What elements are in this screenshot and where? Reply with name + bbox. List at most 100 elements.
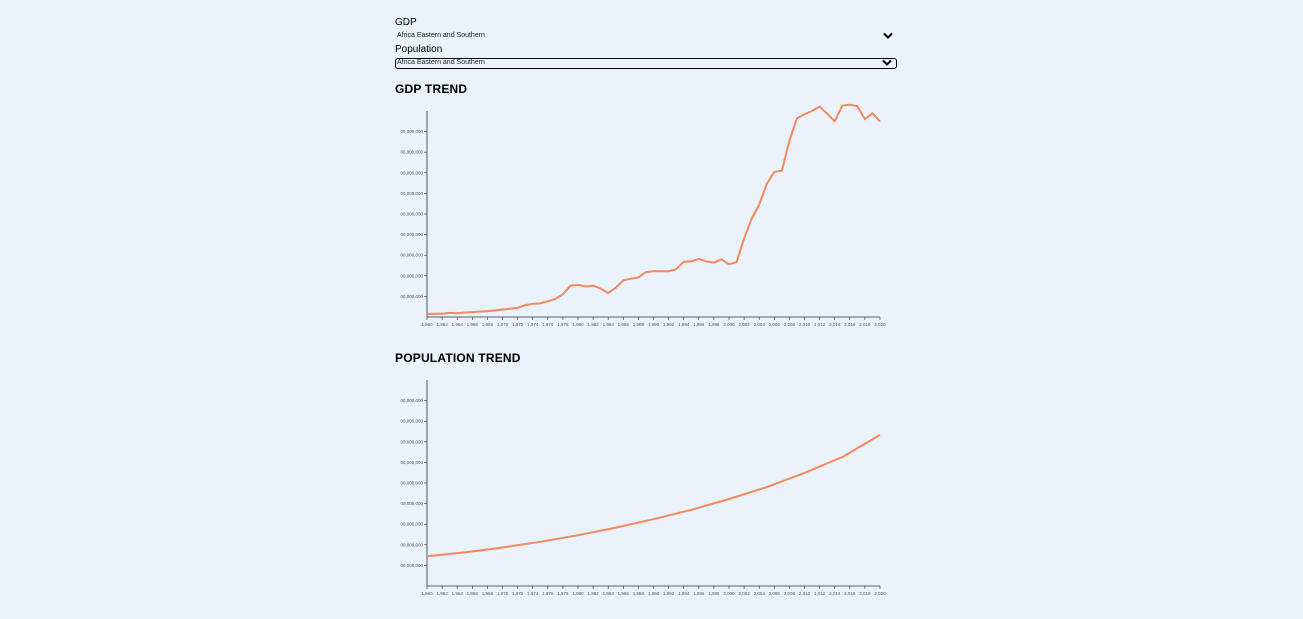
population-y-tick-label: 00,000,000 xyxy=(400,501,423,506)
population-x-tick-label: 1,996 xyxy=(693,591,705,596)
chevron-down-icon xyxy=(883,32,893,39)
population-x-tick-label: 1,962 xyxy=(436,591,448,596)
gdp-x-tick-label: 1,970 xyxy=(497,322,509,327)
gdp-data-point xyxy=(774,171,776,173)
population-x-tick-label: 2,020 xyxy=(874,591,886,596)
gdp-line-chart: 00,000,000 00,000,000 00,000,000 00,000,000… xyxy=(400,103,886,327)
gdp-country-select[interactable]: Africa Eastern and Southern xyxy=(395,31,897,42)
gdp-data-point xyxy=(600,288,602,290)
gdp-label: GDP xyxy=(395,17,417,28)
gdp-x-tick-label: 2,012 xyxy=(814,322,826,327)
gdp-data-point xyxy=(781,170,783,172)
gdp-data-point xyxy=(683,261,685,263)
gdp-data-point xyxy=(547,301,549,303)
population-data-point xyxy=(464,552,466,554)
chevron-down-icon xyxy=(882,59,892,66)
gdp-data-point xyxy=(585,286,587,288)
gdp-data-point xyxy=(721,259,723,261)
gdp-data-point xyxy=(524,304,526,306)
population-x-tick-label: 2,004 xyxy=(754,591,766,596)
gdp-data-point xyxy=(479,311,481,313)
population-y-tick-label: 00,000,000 xyxy=(400,542,423,547)
gdp-data-point xyxy=(857,105,859,107)
gdp-series-line xyxy=(426,103,881,316)
gdp-data-point xyxy=(517,307,519,309)
gdp-data-point xyxy=(796,118,798,120)
gdp-data-point xyxy=(789,140,791,142)
gdp-x-tick-label: 1,962 xyxy=(436,322,448,327)
population-x-tick-label: 1,984 xyxy=(603,591,615,596)
population-x-tick-label: 1,970 xyxy=(497,591,509,596)
gdp-data-point xyxy=(766,183,768,185)
gdp-data-point xyxy=(751,218,753,220)
gdp-y-tick-label: 00,000,000 xyxy=(400,191,423,196)
population-x-tick-label: 1,978 xyxy=(557,591,569,596)
population-x-tick-label: 1,988 xyxy=(633,591,645,596)
gdp-data-point xyxy=(441,313,443,315)
population-x-tick-label: 1,974 xyxy=(527,591,539,596)
population-data-point xyxy=(842,456,844,458)
population-x-tick-label: 1,972 xyxy=(512,591,524,596)
population-data-point xyxy=(879,434,881,436)
gdp-data-point xyxy=(691,261,693,263)
gdp-x-tick-label: 1,974 xyxy=(527,322,539,327)
gdp-data-point xyxy=(472,311,474,313)
gdp-x-tick-label: 2,008 xyxy=(784,322,796,327)
population-x-tick-label: 1,968 xyxy=(482,591,494,596)
gdp-data-point xyxy=(532,303,534,305)
population-y-tick-label: 00,000,000 xyxy=(400,398,423,403)
gdp-data-point xyxy=(660,271,662,273)
population-x-tick-label: 2,018 xyxy=(859,591,871,596)
population-y-tick-label: 00,000,000 xyxy=(400,522,423,527)
population-x-tick-label: 1,990 xyxy=(648,591,660,596)
gdp-x-tick-label: 1,996 xyxy=(693,322,705,327)
population-y-tick-label: 00,000,000 xyxy=(400,563,423,568)
gdp-data-point xyxy=(834,121,836,123)
gdp-data-point xyxy=(615,287,617,289)
gdp-y-tick-label: 00,000,000 xyxy=(400,150,423,155)
population-x-tick-label: 2,000 xyxy=(723,591,735,596)
population-x-tick-label: 1,998 xyxy=(708,591,720,596)
gdp-x-tick-label: 1,998 xyxy=(708,322,720,327)
gdp-x-tick-label: 2,014 xyxy=(829,322,841,327)
population-y-tick-label: 00,000,000 xyxy=(400,481,423,486)
population-country-select[interactable]: Africa Eastern and Southern xyxy=(395,58,897,69)
gdp-y-tick-label: 00,000,000 xyxy=(400,232,423,237)
gdp-data-point xyxy=(434,313,436,315)
gdp-data-point xyxy=(623,280,625,282)
gdp-data-point xyxy=(879,121,881,123)
population-x-tick-label: 1,992 xyxy=(663,591,675,596)
population-x-tick-label: 1,986 xyxy=(618,591,630,596)
population-x-tick-label: 1,960 xyxy=(421,591,433,596)
gdp-x-tick-label: 1,976 xyxy=(542,322,554,327)
gdp-data-point xyxy=(555,298,557,300)
gdp-data-point xyxy=(743,238,745,240)
gdp-data-point xyxy=(464,312,466,314)
gdp-data-point xyxy=(487,310,489,312)
population-chart-title: POPULATION TREND xyxy=(395,351,521,365)
gdp-data-point xyxy=(819,106,821,108)
gdp-data-point xyxy=(592,285,594,287)
population-x-tick-label: 1,982 xyxy=(587,591,599,596)
gdp-data-point xyxy=(502,309,504,311)
population-x-tick-label: 1,976 xyxy=(542,591,554,596)
gdp-x-tick-label: 2,016 xyxy=(844,322,856,327)
population-x-tick-label: 2,014 xyxy=(829,591,841,596)
gdp-data-point xyxy=(849,104,851,106)
gdp-chart-title: GDP TREND xyxy=(395,82,468,96)
gdp-data-point xyxy=(494,310,496,312)
gdp-y-tick-label: 00,000,000 xyxy=(400,129,423,134)
population-x-tick-label: 2,012 xyxy=(814,591,826,596)
gdp-data-point xyxy=(607,292,609,294)
gdp-y-tick-label: 00,000,000 xyxy=(400,273,423,278)
gdp-y-tick-label: 00,000,000 xyxy=(400,170,423,175)
gdp-x-tick-label: 1,982 xyxy=(587,322,599,327)
gdp-x-tick-label: 2,000 xyxy=(723,322,735,327)
gdp-x-tick-label: 1,990 xyxy=(648,322,660,327)
population-data-point xyxy=(766,486,768,488)
gdp-x-tick-label: 1,994 xyxy=(678,322,690,327)
gdp-data-point xyxy=(638,277,640,279)
gdp-x-tick-label: 2,006 xyxy=(769,322,781,327)
gdp-data-point xyxy=(675,268,677,270)
gdp-y-tick-label: 00,000,000 xyxy=(400,212,423,217)
